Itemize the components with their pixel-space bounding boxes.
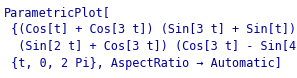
Text: {t, 0, 2 Pi}, AspectRatio → Automatic]: {t, 0, 2 Pi}, AspectRatio → Automatic] bbox=[4, 57, 282, 70]
Text: ParametricPlot[: ParametricPlot[ bbox=[4, 6, 111, 19]
Text: {(Cos[t] + Cos[3 t]) (Sin[3 t] + Sin[t]),: {(Cos[t] + Cos[3 t]) (Sin[3 t] + Sin[t])… bbox=[4, 23, 297, 36]
Text: (Sin[2 t] + Cos[3 t]) (Cos[3 t] - Sin[4 t])},: (Sin[2 t] + Cos[3 t]) (Cos[3 t] - Sin[4 … bbox=[4, 40, 297, 53]
